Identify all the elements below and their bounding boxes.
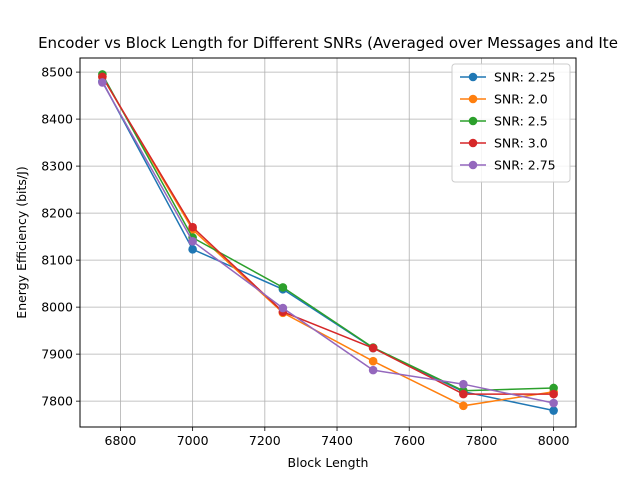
series-line <box>101 82 554 404</box>
legend-label: SNR: 3.0 <box>494 136 548 151</box>
data-point <box>188 222 197 232</box>
legend-marker <box>468 160 478 170</box>
y-tick-label: 8400 <box>41 112 73 127</box>
legend-marker <box>468 138 478 148</box>
x-tick-label: 7000 <box>177 433 209 448</box>
y-tick-label: 7900 <box>41 347 73 362</box>
legend-entry: SNR: 2.25 <box>460 70 556 85</box>
legend-marker <box>468 94 478 104</box>
y-axis-label: Energy Efficiency (bits/J) <box>14 166 29 318</box>
data-point <box>549 383 558 393</box>
data-point <box>98 78 107 87</box>
grid <box>80 58 576 427</box>
x-tick-label: 7800 <box>466 433 498 448</box>
ticks: 6800 7000 7200 7400 7600 7800 8000 7800 7900 8000… <box>41 65 569 448</box>
chart-title: Encoder vs Block Length for Different SN… <box>38 34 618 52</box>
plot-frame <box>79 57 577 428</box>
legend: SNR: 2.25 SNR: 2.0 SNR: 2.5 SNR: 3.0 SNR: 2.… <box>451 63 571 183</box>
x-tick-label: 6800 <box>105 433 137 448</box>
data-point <box>188 245 197 254</box>
data-point <box>549 406 558 415</box>
legend-entry: SNR: 2.0 <box>460 92 548 107</box>
y-tick-label: 8300 <box>41 159 73 174</box>
data-point <box>278 283 288 292</box>
y-tick-label: 8200 <box>41 206 73 221</box>
series-line <box>101 74 554 392</box>
legend-marker <box>468 72 478 82</box>
series-5 <box>98 78 558 408</box>
data-point <box>549 389 558 399</box>
y-tick-label: 7800 <box>41 394 73 409</box>
data-point <box>368 365 378 375</box>
x-tick-label: 7200 <box>249 433 281 448</box>
x-tick-label: 7600 <box>393 433 425 448</box>
y-tick-label: 8000 <box>41 300 73 315</box>
legend-label: SNR: 2.25 <box>494 70 556 85</box>
data-point <box>188 237 197 246</box>
legend-label: SNR: 2.75 <box>494 158 556 173</box>
data-point <box>368 356 378 366</box>
legend-marker <box>468 116 478 126</box>
series-line <box>101 76 554 395</box>
data-point <box>459 401 468 411</box>
data-point <box>368 343 378 353</box>
y-tick-label: 8500 <box>41 65 73 80</box>
data-point <box>278 303 288 313</box>
x-tick-label: 7400 <box>321 433 353 448</box>
y-tick-label: 8100 <box>41 253 73 268</box>
x-tick-label: 8000 <box>538 433 570 448</box>
legend-entry: SNR: 3.0 <box>460 136 548 151</box>
legend-entry: SNR: 2.75 <box>460 158 556 173</box>
series-layer <box>98 70 558 415</box>
x-axis-label: Block Length <box>288 455 369 470</box>
data-point <box>549 398 558 408</box>
data-point <box>459 379 468 389</box>
data-point <box>459 389 468 399</box>
series-line <box>101 76 554 407</box>
legend-box <box>451 63 571 183</box>
legend-label: SNR: 2.0 <box>494 92 548 107</box>
legend-label: SNR: 2.5 <box>494 114 548 129</box>
legend-entry: SNR: 2.5 <box>460 114 548 129</box>
